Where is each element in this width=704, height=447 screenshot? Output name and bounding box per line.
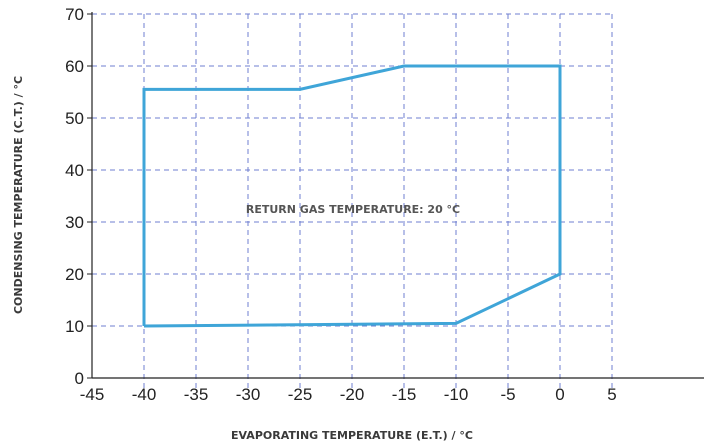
y-tick-label: 30 <box>65 213 84 232</box>
envelope-line <box>142 64 562 328</box>
x-axis-label: EVAPORATING TEMPERATURE (E.T.) / °C <box>231 429 473 442</box>
x-tick-label: 0 <box>555 385 564 404</box>
x-tick-label: -15 <box>392 385 417 404</box>
y-tick-label: 40 <box>65 161 84 180</box>
y-tick-label: 60 <box>65 57 84 76</box>
axes <box>87 12 704 379</box>
x-tick-label: 5 <box>607 385 616 404</box>
x-tick-label: -30 <box>236 385 261 404</box>
annotation-return-gas: RETURN GAS TEMPERATURE: 20 °C <box>246 203 460 216</box>
series-layer <box>142 64 562 328</box>
x-tick-label: -40 <box>132 385 157 404</box>
y-tick-label: 50 <box>65 109 84 128</box>
x-tick-label: -10 <box>444 385 469 404</box>
y-tick-label: 10 <box>65 317 84 336</box>
y-axis-label: CONDENSING TEMPERATURE (C.T.) / °C <box>12 76 25 314</box>
x-tick-label: -5 <box>500 385 515 404</box>
y-tick-label: 0 <box>75 369 84 388</box>
x-tick-label: -20 <box>340 385 365 404</box>
grid <box>92 13 613 388</box>
x-tick-label: -45 <box>80 385 105 404</box>
x-tick-label: -35 <box>184 385 209 404</box>
tick-labels: -45 -40 -35 -30 -25 -20 -15 -10 -5 0 5010203040506… <box>65 5 617 404</box>
y-tick-label: 70 <box>65 5 84 24</box>
x-tick-label: -25 <box>288 385 313 404</box>
y-tick-label: 20 <box>65 265 84 284</box>
